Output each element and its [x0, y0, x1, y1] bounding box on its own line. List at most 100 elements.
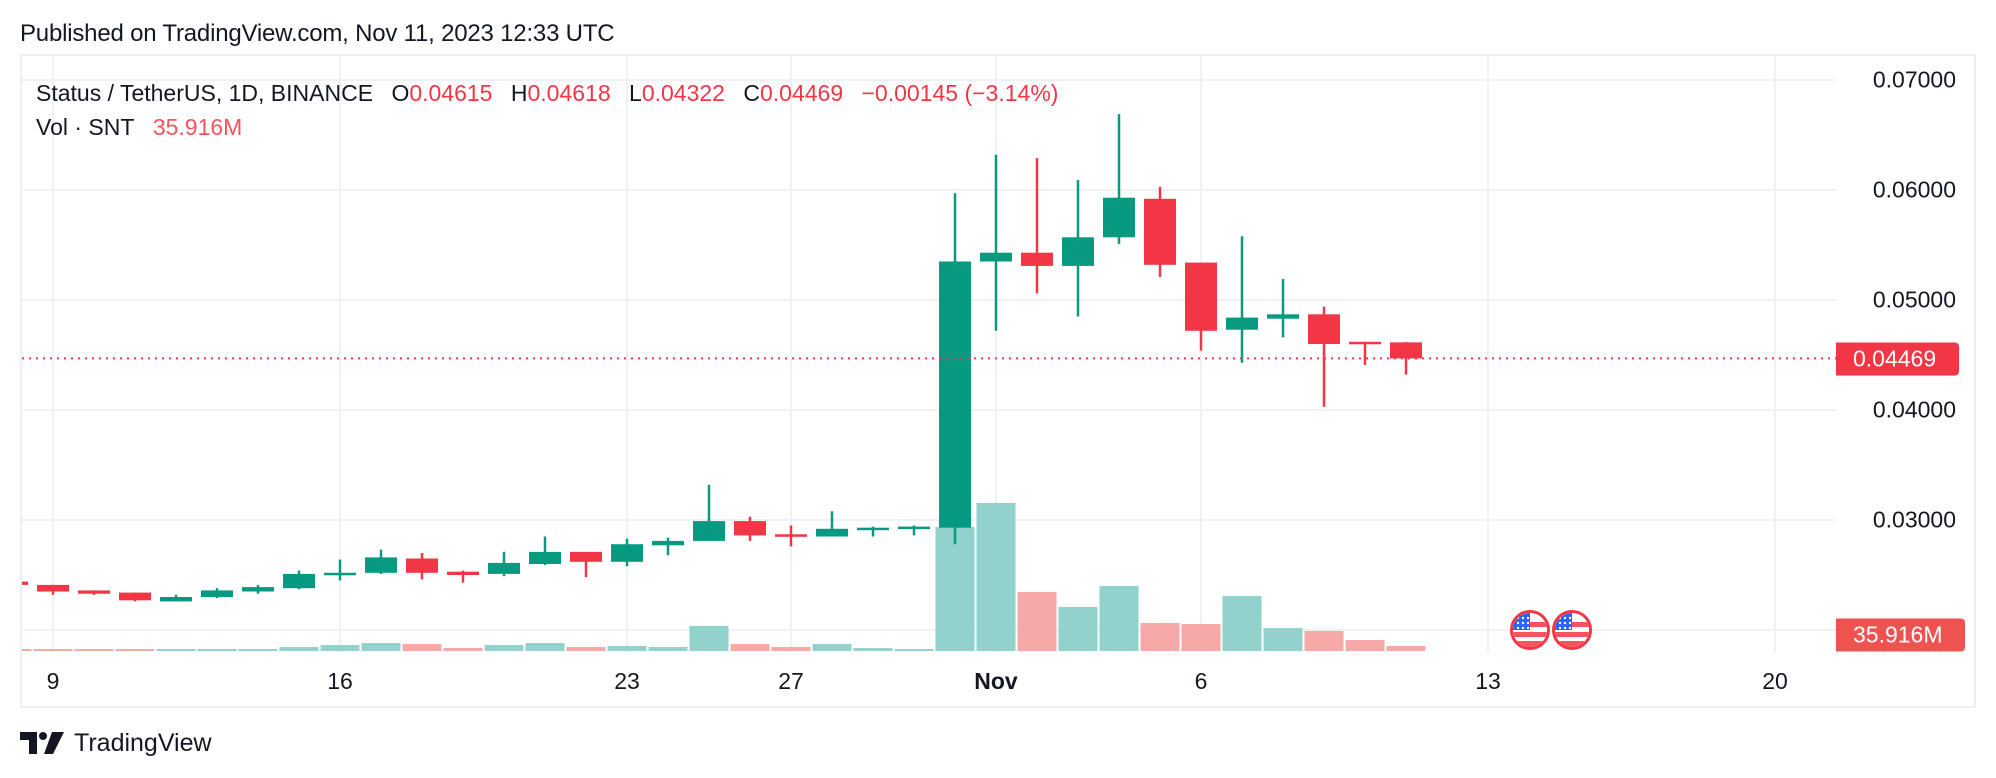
- volume-bar: [607, 645, 647, 651]
- volume-bar: [730, 644, 770, 651]
- price-tick-label: 0.05000: [1872, 286, 1956, 313]
- time-tick-label: 16: [327, 668, 353, 694]
- candle-body: [1144, 198, 1176, 265]
- chart-frame: [20, 54, 1976, 708]
- candle-body: [611, 544, 643, 562]
- volume-bar: [1181, 623, 1221, 651]
- price-tick-label: 0.07000: [1872, 66, 1956, 93]
- volume-bar: [935, 527, 975, 651]
- volume-bar: [1386, 645, 1426, 651]
- time-tick-label: 27: [778, 668, 804, 694]
- candle-body: [529, 551, 561, 564]
- time-tick-label: 20: [1762, 668, 1788, 694]
- volume-bar: [1140, 623, 1180, 651]
- volume-bar: [197, 649, 237, 651]
- current-volume-tag: 35.916M: [1836, 618, 1965, 652]
- candle-body: [816, 528, 848, 537]
- volume-bar: [853, 647, 893, 651]
- high-label: H: [510, 80, 528, 106]
- volume-bar: [1058, 606, 1098, 651]
- volume-bar: [156, 649, 196, 651]
- volume-bar: [279, 646, 319, 651]
- low-label: L: [629, 80, 642, 106]
- close-label: C: [743, 80, 760, 106]
- volume-bar: [74, 649, 114, 651]
- volume-bar: [1304, 630, 1344, 651]
- candle-body: [652, 540, 684, 546]
- high-value: 0.04618: [527, 80, 611, 106]
- time-tick-label: 23: [614, 668, 640, 694]
- volume-bar: [566, 646, 606, 651]
- open-value: 0.04615: [409, 80, 493, 106]
- candle-body: [22, 581, 28, 585]
- candle-body: [857, 527, 889, 531]
- us-flag-icon[interactable]: [1510, 610, 1550, 650]
- change-value: −0.00145 (−3.14%): [861, 80, 1059, 106]
- volume-bar: [33, 649, 73, 651]
- candle-body: [488, 562, 520, 574]
- candle-body: [78, 590, 110, 594]
- candle-body: [160, 597, 192, 602]
- candle-body: [775, 534, 807, 537]
- candle-body: [570, 551, 602, 562]
- candle-body: [1103, 197, 1135, 238]
- candle-body: [406, 558, 438, 573]
- candle-body: [939, 261, 971, 528]
- candle-body: [1185, 262, 1217, 331]
- candle-body: [980, 252, 1012, 262]
- time-tick-label: 9: [46, 668, 60, 694]
- candle-body: [1021, 252, 1053, 266]
- candle-body: [324, 572, 356, 576]
- time-tick-label: Nov: [974, 668, 1018, 694]
- volume-bar: [115, 649, 155, 651]
- close-value: 0.04469: [759, 80, 844, 106]
- volume-bar: [1345, 639, 1385, 651]
- volume-bar: [648, 646, 688, 651]
- series-layer: [22, 114, 1426, 651]
- candle-body: [365, 557, 397, 573]
- volume-bar: [1017, 591, 1057, 651]
- volume-value: 35.916M: [152, 114, 243, 140]
- volume-bar: [894, 649, 934, 651]
- candle-body: [242, 587, 274, 592]
- open-label: O: [391, 80, 410, 106]
- published-caption: Published on TradingView.com, Nov 11, 20…: [20, 20, 615, 47]
- candle-body: [201, 590, 233, 597]
- volume-bar: [771, 646, 811, 651]
- candle-body: [1349, 341, 1381, 345]
- volume-bar: [812, 644, 852, 651]
- volume-legend-row: Vol · SNT 35.916M: [36, 110, 1058, 144]
- time-tick-label: 6: [1194, 668, 1208, 694]
- volume-label[interactable]: Vol · SNT: [36, 114, 135, 140]
- candle-body: [1308, 314, 1340, 344]
- candle-body: [898, 526, 930, 530]
- us-flag-icon[interactable]: [1552, 610, 1592, 650]
- candle-body: [119, 592, 151, 601]
- volume-bar: [320, 645, 360, 651]
- volume-bar: [238, 649, 278, 651]
- price-tick-label: 0.03000: [1872, 506, 1956, 533]
- volume-bar: [484, 645, 524, 651]
- candle-body: [693, 521, 725, 541]
- tradingview-logo-text: TradingView: [74, 728, 212, 757]
- chart-legend: Status / TetherUS, 1D, BINANCE O0.04615 …: [36, 76, 1058, 144]
- tradingview-logo-icon: [20, 732, 64, 754]
- candle-body: [1226, 317, 1258, 330]
- price-tick-label: 0.04000: [1872, 396, 1956, 423]
- volume-bar: [402, 644, 442, 651]
- candle-body: [1267, 314, 1299, 319]
- candle-body: [447, 571, 479, 575]
- candle-body: [37, 584, 69, 592]
- low-value: 0.04322: [641, 80, 725, 106]
- volume-bar: [976, 502, 1016, 651]
- time-tick-label: 13: [1475, 668, 1501, 694]
- tradingview-logo[interactable]: TradingView: [20, 728, 212, 758]
- volume-bar: [1263, 628, 1303, 651]
- current-price-tag: 0.04469: [1836, 342, 1959, 376]
- ohlc-legend-row: Status / TetherUS, 1D, BINANCE O0.04615 …: [36, 76, 1058, 110]
- candle-body: [734, 521, 766, 536]
- symbol-title[interactable]: Status / TetherUS, 1D, BINANCE: [36, 80, 374, 106]
- candle-body: [1390, 342, 1422, 359]
- price-tick-label: 0.06000: [1872, 176, 1956, 203]
- volume-bar: [689, 625, 729, 651]
